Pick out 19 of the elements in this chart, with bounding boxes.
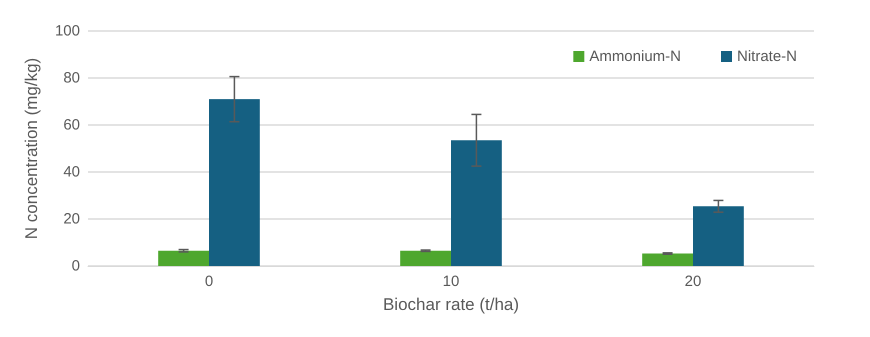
- bar: [400, 250, 451, 266]
- legend-label: Ammonium-N: [589, 48, 682, 65]
- bar: [158, 250, 209, 266]
- x-axis-title: Biochar rate (t/ha): [382, 295, 520, 314]
- y-tick-label: 80: [63, 70, 80, 86]
- y-tick-label: 60: [63, 116, 80, 134]
- y-tick-label: 0: [72, 258, 80, 274]
- x-tick-label: 20: [684, 273, 702, 290]
- bar: [693, 206, 744, 266]
- y-axis-title: N concentration (mg/kg): [22, 58, 41, 240]
- x-tick-label: 10: [442, 273, 460, 290]
- bar: [451, 140, 502, 266]
- y-tick-label: 40: [63, 164, 80, 180]
- y-tick-label: 20: [63, 210, 80, 228]
- x-tick-label: 0: [204, 273, 214, 290]
- bar: [642, 254, 693, 266]
- bar: [209, 99, 260, 266]
- y-tick-label: 100: [54, 22, 80, 40]
- legend-label: Nitrate-N: [736, 48, 798, 65]
